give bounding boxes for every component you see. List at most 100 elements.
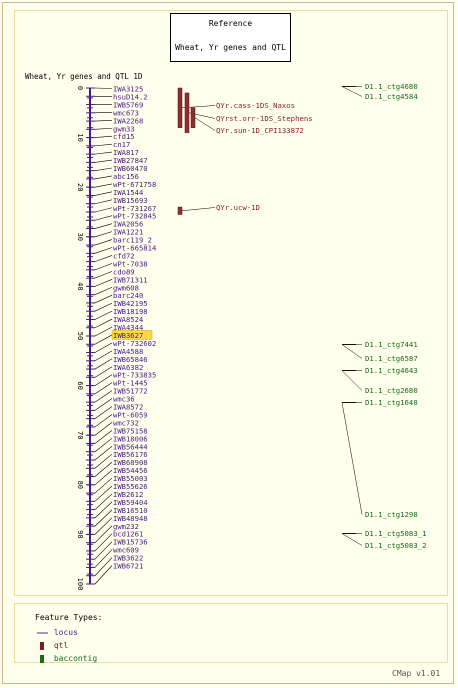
locus-connector: [94, 135, 113, 138]
locus-label[interactable]: wPt-665814: [113, 244, 156, 253]
locus-label[interactable]: wPt-733835: [113, 371, 156, 380]
locus-label[interactable]: wPt-6059: [113, 410, 148, 419]
contig-connector: [341, 402, 363, 515]
locus-label[interactable]: IWA3125: [113, 85, 143, 94]
locus-label[interactable]: IWB15736: [113, 538, 148, 547]
locus-label[interactable]: IWB18006: [113, 434, 148, 443]
locus-label[interactable]: IWA8524: [113, 315, 143, 324]
qtl-bar[interactable]: [190, 107, 196, 128]
contig-label[interactable]: D1.1_ctg5083_1: [365, 529, 427, 538]
locus-label[interactable]: wmc732: [113, 418, 139, 427]
locus-label[interactable]: IWB75158: [113, 426, 148, 435]
locus-label[interactable]: IWB59404: [113, 498, 148, 507]
locus-label[interactable]: wPt-732602: [113, 339, 156, 348]
locus-label[interactable]: IWA8572: [113, 403, 143, 412]
scale-tick-label: 30: [76, 233, 84, 241]
locus-label[interactable]: wPt-1445: [113, 379, 148, 388]
locus-label[interactable]: IWB55626: [113, 482, 148, 491]
locus-label[interactable]: IWB6721: [113, 562, 143, 571]
locus-label[interactable]: bcd1261: [113, 530, 143, 539]
locus-label[interactable]: IWB60470: [113, 164, 148, 173]
locus-label[interactable]: IWB2612: [113, 490, 143, 499]
locus-connector: [94, 143, 113, 147]
locus-label[interactable]: IWA1221: [113, 228, 143, 237]
qtl-bar[interactable]: [184, 92, 190, 133]
qtl-bar[interactable]: [177, 206, 183, 215]
locus-label[interactable]: barc119_2: [113, 236, 152, 245]
locus-connector: [94, 159, 113, 163]
locus-label[interactable]: cfd72: [113, 251, 135, 260]
locus-label[interactable]: IWB3622: [113, 554, 143, 563]
locus-label[interactable]: IWA2268: [113, 116, 143, 125]
locus-label[interactable]: wmc673: [113, 108, 139, 117]
qtl-label[interactable]: QYr.sun-1D_CPI133872: [216, 126, 304, 135]
scale-tick-label: 60: [76, 381, 84, 389]
contig-label[interactable]: D1.1_ctg7441: [365, 340, 418, 349]
locus-label[interactable]: IWB16510: [113, 506, 148, 515]
baccontig-swatch-icon: [40, 654, 44, 663]
scale-tick-label: 70: [76, 431, 84, 439]
locus-label[interactable]: IWB55003: [113, 474, 148, 483]
contig-label[interactable]: D1.1_ctg1298: [365, 510, 418, 519]
locus-connector: [94, 366, 113, 378]
locus-label[interactable]: IWB51772: [113, 387, 148, 396]
qtl-label[interactable]: QYrst.orr-1DS_Stephens: [216, 114, 313, 123]
contig-label[interactable]: D1.1_ctg1648: [365, 398, 418, 407]
contig-label[interactable]: D1.1_ctg6587: [365, 354, 418, 363]
locus-label[interactable]: abc156: [113, 172, 139, 181]
locus-label[interactable]: cn17: [113, 140, 130, 149]
locus-label[interactable]: gwm33: [113, 124, 135, 133]
locus-label[interactable]: IWB42195: [113, 299, 148, 308]
scale-tick-label: 50: [76, 332, 84, 340]
locus-label[interactable]: IWB48948: [113, 514, 148, 523]
locus-connector: [94, 326, 113, 337]
qtl-bar[interactable]: [177, 87, 183, 128]
locus-label[interactable]: IWA817: [113, 148, 139, 157]
locus-label[interactable]: wPt-671758: [113, 180, 156, 189]
locus-label[interactable]: wPt-7038: [113, 259, 148, 268]
locus-connector: [94, 199, 113, 205]
locus-label[interactable]: wmc609: [113, 546, 139, 555]
locus-label[interactable]: wmc36: [113, 395, 135, 404]
locus-label[interactable]: IWA6382: [113, 363, 143, 372]
locus-connector: [94, 430, 113, 444]
locus-label[interactable]: IWA1544: [113, 188, 143, 197]
contig-label[interactable]: D1.1_ctg4643: [365, 366, 418, 375]
contig-label[interactable]: D1.1_ctg5083_2: [365, 541, 427, 550]
locus-label[interactable]: cfd15: [113, 132, 135, 141]
locus-label[interactable]: IWA4344: [113, 323, 143, 332]
locus-label[interactable]: IWB71311: [113, 275, 148, 284]
locus-label[interactable]: IWB65846: [113, 355, 148, 364]
locus-connector: [94, 302, 113, 312]
locus-connector: [94, 557, 113, 576]
qtl-label[interactable]: QYr.cass-1DS_Naxos: [216, 101, 295, 110]
locus-label[interactable]: IWB5769: [113, 100, 143, 109]
locus-connector: [94, 120, 113, 122]
contig-connector: [341, 370, 363, 391]
locus-label[interactable]: IWB54456: [113, 466, 148, 475]
locus-label[interactable]: IWA4588: [113, 347, 143, 356]
locus-label[interactable]: IWB15693: [113, 196, 148, 205]
locus-label[interactable]: IWB3627: [113, 331, 143, 340]
locus-label[interactable]: IWB18198: [113, 307, 148, 316]
locus-label[interactable]: IWB27847: [113, 156, 148, 165]
contig-label[interactable]: D1.1_ctg2680: [365, 386, 418, 395]
locus-label[interactable]: cdo89: [113, 267, 135, 276]
legend-title: Feature Types:: [35, 613, 103, 622]
locus-label[interactable]: wPt-732845: [113, 212, 156, 221]
locus-label[interactable]: IWA2056: [113, 220, 143, 229]
qtl-label[interactable]: QYr.ucw-1D: [216, 203, 260, 212]
locus-label[interactable]: gwm608: [113, 283, 139, 292]
map-panel: [14, 10, 448, 596]
locus-label[interactable]: IWB56176: [113, 450, 148, 459]
locus-connector: [94, 231, 113, 238]
contig-label[interactable]: D1.1_ctg4584: [365, 92, 418, 101]
contig-label[interactable]: D1.1_ctg4680: [365, 82, 418, 91]
locus-label[interactable]: IWB68908: [113, 458, 148, 467]
locus-connector: [94, 398, 113, 411]
locus-label[interactable]: gwm232: [113, 522, 139, 531]
locus-label[interactable]: hsuD14.2: [113, 92, 148, 101]
locus-label[interactable]: barc240: [113, 291, 143, 300]
locus-label[interactable]: wPt-731267: [113, 204, 156, 213]
locus-label[interactable]: IWB56444: [113, 442, 148, 451]
